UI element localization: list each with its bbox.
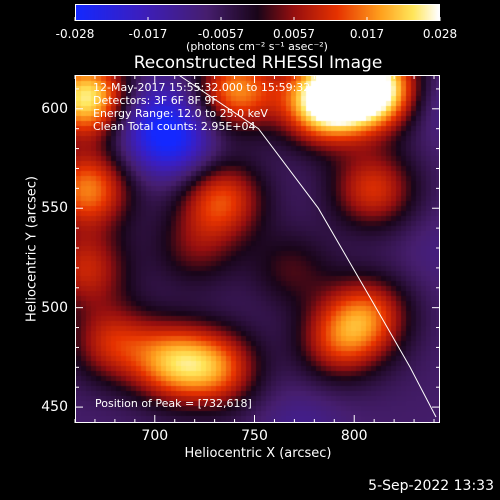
colorbar-tick-label: 0.017 xyxy=(349,27,385,41)
x-tick-label: 800 xyxy=(340,428,368,444)
y-tick-label: 600 xyxy=(41,100,68,117)
colorbar-tick-label: 0.0057 xyxy=(273,27,315,41)
colorbar-tick-label: -0.0057 xyxy=(197,27,245,41)
colorbar-units: (photons cm⁻² s⁻¹ asec⁻²) xyxy=(186,40,328,53)
x-tick-label: 700 xyxy=(141,428,169,444)
info-time-range: 12-May-2017 15:55:32.000 to 15:59:32.000 xyxy=(93,81,335,94)
x-axis-label: Heliocentric X (arcsec) xyxy=(184,446,332,461)
y-axis-label: Heliocentric Y (arcsec) xyxy=(24,176,40,322)
info-energy-range: Energy Range: 12.0 to 25.0 keV xyxy=(93,107,268,120)
y-tick-label: 500 xyxy=(41,299,68,316)
y-tick-label: 550 xyxy=(41,200,68,217)
x-tick-label: 750 xyxy=(241,428,268,444)
timestamp: 5-Sep-2022 13:33 xyxy=(368,478,494,494)
y-tick-label: 450 xyxy=(41,399,68,416)
peak-position-text: Position of Peak = [732,618] xyxy=(95,397,252,410)
info-method-counts: Clean Total counts: 2.95E+04 xyxy=(93,120,256,133)
colorbar-tick-label: -0.028 xyxy=(55,27,95,41)
info-detectors: Detectors: 3F 6F 8F 9F xyxy=(93,94,218,107)
colorbar-tick-label: 0.028 xyxy=(422,27,458,41)
colorbar xyxy=(75,4,440,21)
chart-title: Reconstructed RHESSI Image xyxy=(133,53,383,73)
colorbar-tick-label: -0.017 xyxy=(128,27,168,41)
